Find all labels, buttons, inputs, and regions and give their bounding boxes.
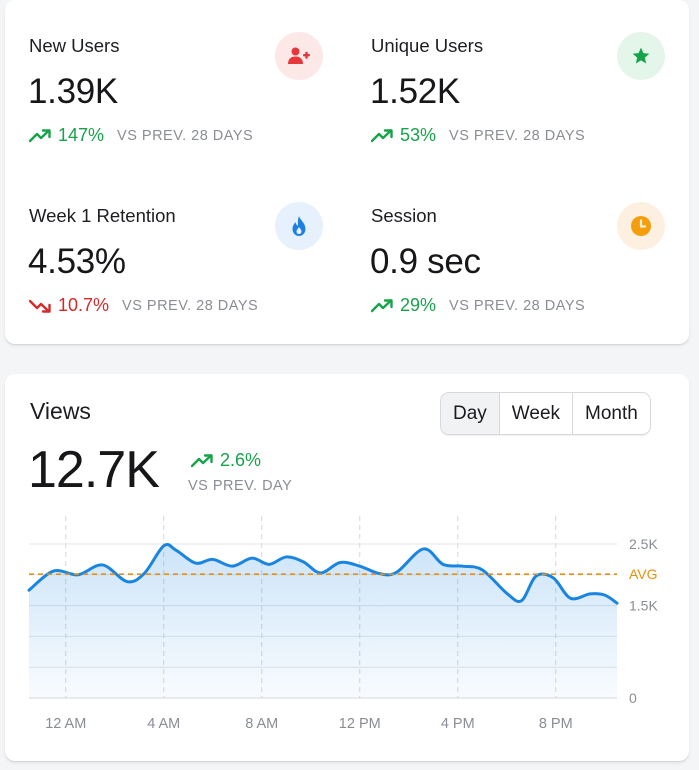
views-chart: AVG 0 1.5K 2.5K 12 AM 4 AM 8 AM 12 PM 4 PM 8 PM [27,516,658,732]
views-comparison: VS PREV. DAY [188,478,293,494]
stat-label: Session [371,205,437,226]
views-value: 12.7K [28,441,160,499]
stat-comparison: VS PREV. 28 DAYS [122,297,259,314]
views-change: 2.6% [191,450,274,471]
stat-comparison: VS PREV. 28 DAYS [449,127,586,144]
stats-card: New Users 1.39K 147% VS PREV. 28 DAYS Un… [5,0,689,344]
stat-session: Session 0.9 sec 29% VS PREV. 28 DAYS [370,170,691,315]
y-tick-label: 0 [629,690,637,706]
x-tick-label: 8 AM [245,716,278,732]
y-tick-label: 1.5K [629,598,658,614]
views-card: Views 12.7K 2.6% VS PREV. DAY Day Week M… [5,374,689,761]
views-line [27,542,619,605]
x-tick-label: 8 PM [539,716,573,732]
x-tick-label: 4 PM [441,716,475,732]
range-week-button[interactable]: Week [498,393,573,434]
stat-label: Unique Users [371,35,484,56]
views-change-percent: 2.6% [220,450,262,470]
user-plus-icon [275,32,323,80]
trend-up-icon [191,453,213,467]
stat-label: Week 1 Retention [29,205,176,226]
stat-value: 1.39K [28,72,118,111]
stat-change-percent: 29% [400,295,437,315]
stat-week-1-retention: Week 1 Retention 4.53% 10.7% VS PREV. 28… [28,170,349,315]
stat-change: 29% VS PREV. 28 DAYS [371,295,585,316]
stat-value: 1.52K [370,72,460,111]
star-icon [617,32,665,80]
views-area [29,544,617,698]
stat-comparison: VS PREV. 28 DAYS [449,297,586,314]
x-tick-label: 12 PM [339,716,381,732]
stat-change: 53% VS PREV. 28 DAYS [371,125,585,146]
clock-icon [617,202,665,250]
stat-change-percent: 147% [58,125,105,145]
stat-comparison: VS PREV. 28 DAYS [117,127,254,144]
range-month-button[interactable]: Month [572,393,650,434]
stat-change-percent: 10.7% [58,295,110,315]
stat-label: New Users [29,35,120,56]
avg-label: AVG [629,566,658,582]
x-tick-label: 12 AM [45,716,86,732]
flame-icon [275,202,323,250]
range-toggle: Day Week Month [440,392,651,435]
trend-up-icon [29,128,51,142]
range-day-button[interactable]: Day [441,393,499,434]
stat-change: 147% VS PREV. 28 DAYS [29,125,253,146]
stat-change: 10.7% VS PREV. 28 DAYS [29,295,258,316]
x-tick-label: 4 AM [147,716,180,732]
stat-unique-users: Unique Users 1.52K 53% VS PREV. 28 DAYS [370,0,691,145]
stat-change-percent: 53% [400,125,437,145]
stat-value: 4.53% [28,242,126,281]
trend-up-icon [371,298,393,312]
stat-value: 0.9 sec [370,242,481,281]
y-tick-label: 2.5K [629,536,658,552]
stat-new-users: New Users 1.39K 147% VS PREV. 28 DAYS [28,0,349,145]
views-title: Views [30,398,91,424]
trend-up-icon [371,128,393,142]
trend-down-icon [29,299,51,313]
